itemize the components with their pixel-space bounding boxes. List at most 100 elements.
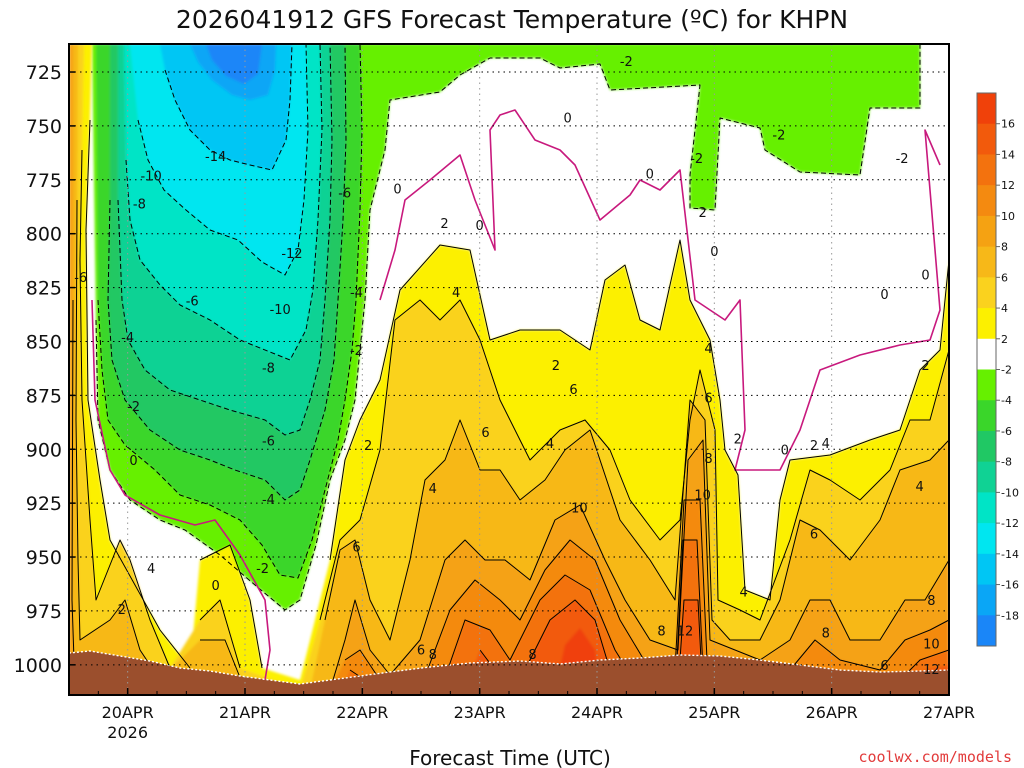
x-tick-label: 26APR bbox=[806, 703, 858, 722]
y-tick-label: 975 bbox=[26, 601, 62, 623]
contour-zero bbox=[91, 109, 941, 681]
terrain-edge bbox=[69, 650, 949, 685]
contour-neg14 bbox=[164, 44, 293, 171]
contour-label: -10 bbox=[141, 169, 162, 184]
colorbar-band bbox=[977, 430, 996, 463]
contour-label: 0 bbox=[921, 269, 929, 284]
contour-label: 0 bbox=[710, 245, 718, 260]
colorbar-band bbox=[977, 492, 996, 524]
contour-label: -2 bbox=[350, 344, 363, 359]
contour-label: 12 bbox=[923, 663, 940, 678]
y-tick-label: 800 bbox=[26, 224, 62, 246]
contour-label: -6 bbox=[74, 271, 87, 286]
colorbar-band bbox=[977, 369, 996, 401]
contour-label: 4 bbox=[452, 286, 460, 301]
contour-label: 8 bbox=[429, 648, 437, 663]
fill-band-8 bbox=[69, 44, 949, 695]
contour-label: 4 bbox=[147, 562, 155, 577]
contour-label: 4 bbox=[704, 342, 712, 357]
contour-label: 8 bbox=[528, 648, 536, 663]
contour-label: 8 bbox=[657, 624, 665, 639]
y-tick-label: 775 bbox=[26, 170, 62, 192]
colorbar-label: -16 bbox=[1001, 579, 1019, 592]
colorbar-band bbox=[977, 123, 996, 155]
contour-label: 6 bbox=[352, 540, 360, 555]
contour-label: -6 bbox=[262, 435, 275, 450]
contour-label: -8 bbox=[262, 361, 275, 376]
x-tick-label: 27APR bbox=[923, 703, 975, 722]
colorbar-band bbox=[977, 246, 996, 278]
contour-neg2 bbox=[95, 44, 921, 611]
contour-labels: -14 -12 -10 -10 -8 -8 -6 -6 -6 -6 -4 -4 -4 -2 -2 -2 -2 -2… bbox=[74, 55, 939, 678]
grid-lines bbox=[69, 44, 949, 695]
contour-label: 12 bbox=[677, 624, 694, 639]
colorbar-label: 2 bbox=[1001, 333, 1008, 346]
colorbar-label: -18 bbox=[1001, 609, 1019, 622]
colorbar-band bbox=[977, 154, 996, 186]
contour-label: 0 bbox=[393, 182, 401, 197]
contour-8 bbox=[71, 299, 949, 691]
contour-2 bbox=[85, 119, 949, 669]
credit-link[interactable]: coolwx.com/models bbox=[858, 748, 1012, 766]
colorbar-label: 14 bbox=[1001, 148, 1015, 161]
contour-label: 0 bbox=[781, 443, 789, 458]
contour-label: 2 bbox=[921, 359, 929, 374]
colorbar-band bbox=[977, 615, 996, 647]
contour-label: 4 bbox=[822, 437, 830, 452]
colorbar-band bbox=[977, 523, 996, 555]
colorbar-band bbox=[977, 553, 996, 586]
fill-band-2 bbox=[69, 44, 949, 695]
contour-label: 6 bbox=[810, 527, 818, 542]
contour-label: 10 bbox=[923, 637, 940, 652]
contour-label: 0 bbox=[129, 454, 137, 469]
contour-neg12 bbox=[137, 44, 309, 276]
colorbar-band bbox=[977, 215, 996, 248]
contour-label: 2 bbox=[118, 603, 126, 618]
contour-label: 6 bbox=[880, 659, 888, 674]
contour-label: -4 bbox=[262, 493, 275, 508]
contour-label: -2 bbox=[690, 152, 703, 167]
contour-label: -4 bbox=[350, 286, 363, 301]
colorbar-label: -14 bbox=[1001, 548, 1019, 561]
colorbar-label: 16 bbox=[1001, 118, 1015, 131]
contour-label: 0 bbox=[646, 167, 654, 182]
y-axis: 725 750 775 800 825 850 875 900 925 950 975 1000 bbox=[14, 62, 75, 677]
colorbar-label: 12 bbox=[1001, 179, 1015, 192]
contour-label: 4 bbox=[916, 480, 924, 495]
y-tick-label: 1000 bbox=[14, 655, 62, 677]
y-tick-label: 725 bbox=[26, 62, 62, 84]
x-axis-label: Forecast Time (UTC) bbox=[409, 746, 611, 768]
contour-label: 10 bbox=[694, 489, 711, 504]
contour-label: 4 bbox=[429, 482, 437, 497]
y-tick-label: 900 bbox=[26, 439, 62, 461]
colorbar-band bbox=[977, 338, 996, 370]
contour-label: 2 bbox=[698, 206, 706, 221]
contour-label: -2 bbox=[896, 152, 909, 167]
contour-label: 2 bbox=[810, 439, 818, 454]
contour-4 bbox=[79, 149, 949, 669]
contour-6 bbox=[75, 199, 949, 691]
colorbar-band bbox=[977, 400, 996, 432]
colorbar-label: -10 bbox=[1001, 486, 1019, 499]
contour-label: 4 bbox=[546, 437, 554, 452]
contour-label: 6 bbox=[481, 426, 489, 441]
x-tick-label: 24APR bbox=[571, 703, 623, 722]
contour-label: -2 bbox=[127, 400, 140, 415]
contour-label: 4 bbox=[740, 586, 748, 601]
colorbar-label: -6 bbox=[1001, 425, 1012, 438]
colorbar-label: 10 bbox=[1001, 210, 1015, 223]
contour-neg8 bbox=[117, 44, 333, 436]
y-tick-label: 950 bbox=[26, 547, 62, 569]
contour-label: 2 bbox=[440, 217, 448, 232]
colorbar-label: 4 bbox=[1001, 302, 1008, 315]
y-tick-label: 875 bbox=[26, 385, 62, 407]
colorbar-label: -12 bbox=[1001, 517, 1019, 530]
contour-label: -6 bbox=[186, 295, 199, 310]
y-tick-label: 850 bbox=[26, 331, 62, 353]
contour-neg10 bbox=[125, 44, 323, 361]
contour-label: 2 bbox=[734, 432, 742, 447]
contour-label: -8 bbox=[133, 198, 146, 213]
y-tick-label: 750 bbox=[26, 116, 62, 138]
y-tick-label: 925 bbox=[26, 493, 62, 515]
